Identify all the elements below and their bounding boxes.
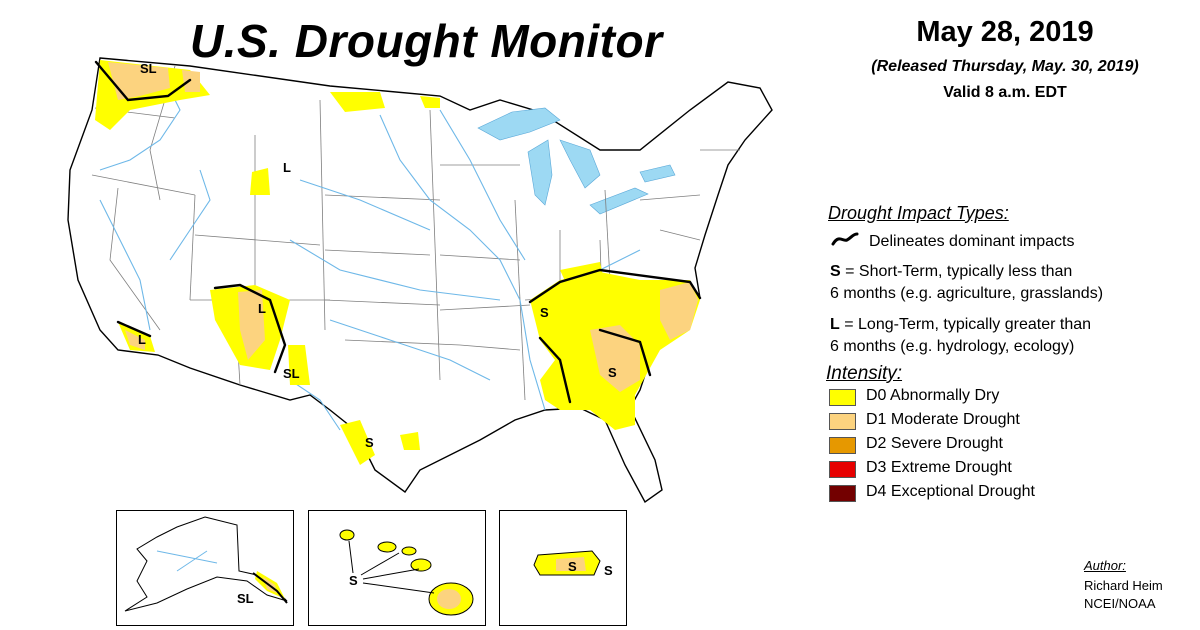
puerto-rico-map: S S [533, 550, 613, 578]
delineation-line-icon [831, 232, 859, 246]
d0-kentucky [560, 262, 605, 292]
d0-nm-south [288, 345, 310, 385]
label-wy: L [283, 160, 291, 175]
d1-california-south [125, 330, 145, 350]
release-date: (Released Thursday, May. 30, 2019) [871, 58, 1139, 75]
short-term-key: S [830, 263, 841, 280]
puerto-rico-inset: S S [499, 510, 627, 626]
d0-texas [340, 420, 375, 465]
long-term-line-1: L = Long-Term, typically greater than [830, 315, 1091, 335]
label-hi: S [349, 573, 358, 588]
author-name: Richard Heim [1084, 578, 1163, 593]
long-term-key: L [830, 316, 840, 333]
drought-areas [95, 60, 700, 465]
d1-carolinas [660, 282, 698, 340]
label-ak: SL [237, 591, 254, 606]
label-az: L [258, 301, 266, 316]
d0-swatch [829, 389, 856, 406]
d1-washington [108, 62, 170, 100]
d3-swatch [829, 461, 856, 478]
d0-label: D0 Abnormally Dry [866, 387, 1000, 404]
hawaii-map: S [339, 529, 474, 616]
d1-swatch [829, 413, 856, 430]
d0-montana-ne [420, 96, 440, 108]
hawaii-inset: S [308, 510, 486, 626]
short-term-line-1: S = Short-Term, typically less than [830, 262, 1072, 282]
conus-map: SL L L SL L S S S [67, 57, 773, 504]
impact-delineations [94, 60, 702, 404]
author-heading: Author: [1084, 558, 1126, 573]
d2-label: D2 Severe Drought [866, 435, 1003, 452]
long-term-line-2: 6 months (e.g. hydrology, ecology) [830, 338, 1075, 355]
d4-swatch [829, 485, 856, 502]
delineates-text: Delineates dominant impacts [869, 233, 1075, 250]
intensity-legend-heading: Intensity: [826, 363, 903, 384]
short-term-line-2: 6 months (e.g. agriculture, grasslands) [830, 285, 1104, 302]
label-pr2: S [604, 563, 613, 578]
d0-texas-2 [400, 432, 420, 450]
map-date: May 28, 2019 [916, 16, 1094, 48]
author-org: NCEI/NOAA [1084, 596, 1156, 611]
label-tx: S [365, 435, 374, 450]
label-ms: S [540, 305, 549, 320]
label-ca: L [138, 332, 146, 347]
d1-georgia [590, 325, 640, 392]
d2-swatch [829, 437, 856, 454]
rivers [99, 79, 641, 431]
valid-time: Valid 8 a.m. EDT [943, 84, 1067, 101]
d1-idaho-panhandle [182, 70, 200, 92]
d1-label: D1 Moderate Drought [866, 411, 1020, 428]
label-pr1: S [568, 559, 577, 574]
great-lakes [477, 107, 676, 215]
short-term-desc: = Short-Term, typically less than [840, 263, 1073, 280]
alaska-map: SL [124, 516, 288, 612]
d0-wyoming [250, 168, 270, 195]
map-title: U.S. Drought Monitor [190, 15, 663, 67]
label-wa: SL [140, 61, 157, 76]
d0-montana-north [330, 92, 385, 112]
d3-label: D3 Extreme Drought [866, 459, 1012, 476]
alaska-inset: SL [116, 510, 294, 626]
d1-new-mexico [238, 290, 265, 360]
impact-legend-heading: Drought Impact Types: [828, 203, 1009, 223]
label-ga: S [608, 365, 617, 380]
long-term-desc: = Long-Term, typically greater than [839, 316, 1092, 333]
label-nm: SL [283, 366, 300, 381]
d4-label: D4 Exceptional Drought [866, 483, 1035, 500]
